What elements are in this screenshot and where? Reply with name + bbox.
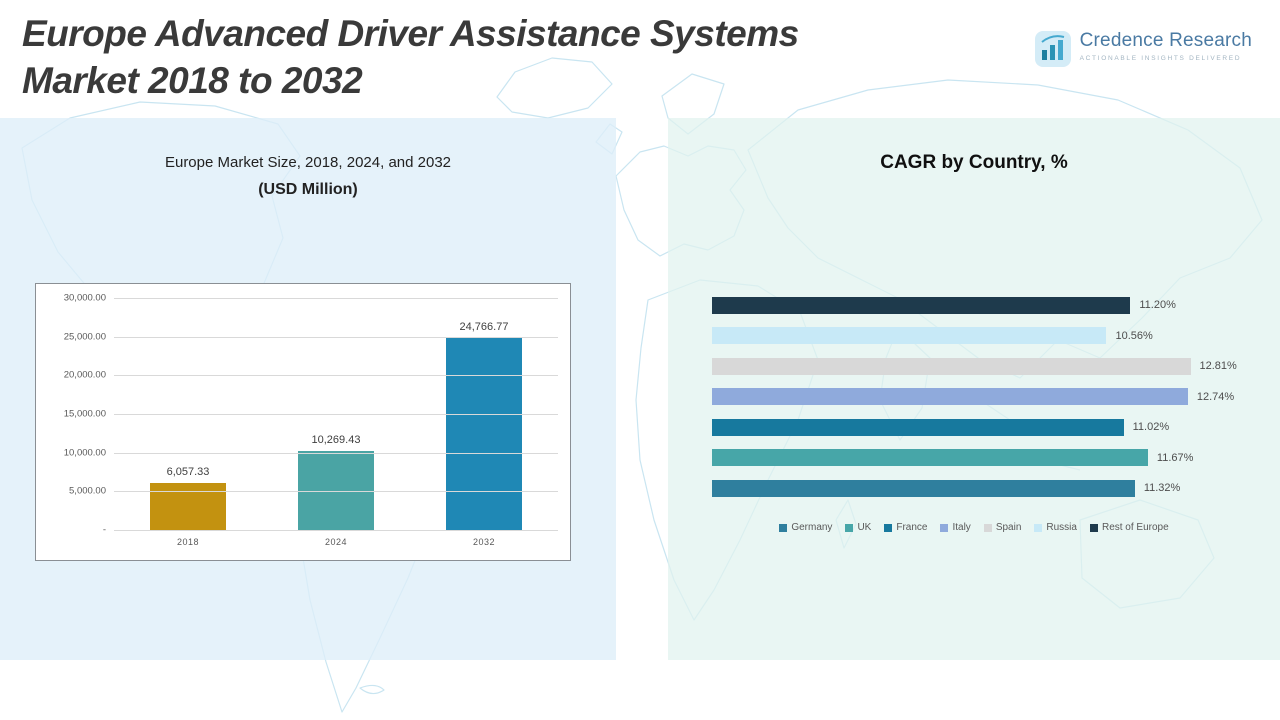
legend-item-france: France: [884, 522, 927, 533]
y-axis-tick: 15,000.00: [63, 408, 106, 420]
cagr-bar-spain: [712, 357, 1191, 375]
legend-swatch: [1034, 523, 1043, 532]
legend-label: Rest of Europe: [1101, 522, 1169, 533]
gridline: [114, 491, 558, 493]
logo-text: Credence Research Actionable Insights De…: [1080, 30, 1252, 62]
legend-item-uk: UK: [845, 522, 871, 533]
y-axis-tick: 5,000.00: [69, 485, 106, 497]
cagr-bar-italy: [712, 388, 1188, 406]
market-size-title-line-1: Europe Market Size, 2018, 2024, and 2032: [164, 154, 452, 171]
legend-item-italy: Italy: [940, 522, 971, 533]
legend-item-russia: Russia: [1034, 522, 1077, 533]
legend-item-rest-of-europe: Rest of Europe: [1089, 522, 1169, 533]
cagr-row-spain: 12.81%: [712, 351, 1262, 382]
cagr-bar-france: [712, 418, 1124, 436]
market-size-yaxis: 30,000.00 25,000.00 20,000.00 15,000.00 10,0…: [42, 293, 106, 536]
logo-name: Credence Research: [1079, 30, 1252, 51]
gridline: [114, 298, 558, 299]
logo-tagline: Actionable Insights Delivered: [1079, 55, 1242, 62]
bar-2032: [445, 338, 522, 530]
legend-label: France: [896, 522, 928, 533]
bar-value-label: 6,057.33: [166, 466, 210, 479]
market-size-chart-title: Europe Market Size, 2018, 2024, and 2032…: [0, 150, 616, 203]
cagr-panel: CAGR by Country, % 11.20% 10.56% 12.81% 12.…: [668, 118, 1280, 660]
cagr-row-france: 11.02%: [712, 412, 1262, 443]
credence-research-logo: Credence Research Actionable Insights De…: [1034, 30, 1252, 68]
page-title: Europe Advanced Driver Assistance System…: [22, 10, 962, 105]
market-size-panel: Europe Market Size, 2018, 2024, and 2032…: [0, 118, 616, 660]
legend-label: Italy: [952, 522, 971, 533]
cagr-row-russia: 10.56%: [712, 321, 1262, 352]
legend-swatch: [1089, 523, 1098, 532]
cagr-value-label: 11.20%: [1139, 299, 1176, 312]
cagr-value-label: 12.81%: [1199, 360, 1237, 373]
cagr-row-italy: 12.74%: [712, 382, 1262, 413]
cagr-bar-uk: [712, 449, 1148, 467]
cagr-row-uk: 11.67%: [712, 443, 1262, 474]
legend-label: Russia: [1046, 522, 1077, 533]
market-size-chart: 30,000.00 25,000.00 20,000.00 15,000.00 10,0…: [35, 283, 571, 561]
cagr-value-label: 11.02%: [1132, 421, 1170, 434]
title-line-1: Europe Advanced Driver Assistance System…: [22, 13, 799, 54]
gridline: [114, 414, 558, 415]
x-axis-label: 2024: [324, 537, 347, 547]
bar-2024: [297, 450, 374, 530]
cagr-row-rest-of-europe: 11.20%: [712, 290, 1262, 321]
y-axis-tick: 10,000.00: [63, 447, 106, 459]
cagr-legend: Germany UK France Italy Spain Russia Rest of E…: [668, 522, 1280, 533]
bar-group-2032: 24,766.77 2032: [411, 298, 558, 547]
cagr-value-label: 11.67%: [1156, 451, 1194, 464]
legend-swatch: [983, 523, 992, 532]
gridline: [114, 530, 558, 531]
legend-swatch: [884, 523, 893, 532]
cagr-row-germany: 11.32%: [712, 473, 1262, 504]
bar-value-label: 24,766.77: [459, 321, 509, 334]
bar-2018: [149, 483, 226, 530]
y-axis-tick: 25,000.00: [63, 331, 106, 343]
bar-group-2024: 10,269.43 2024: [263, 298, 410, 547]
legend-label: Spain: [995, 522, 1022, 533]
legend-item-spain: Spain: [983, 522, 1022, 533]
cagr-chart-title: CAGR by Country, %: [880, 152, 1068, 173]
cagr-value-label: 12.74%: [1196, 390, 1235, 403]
cagr-bar-rest-of-europe: [712, 296, 1131, 314]
gridline: [114, 452, 558, 454]
cagr-bars: 11.20% 10.56% 12.81% 12.74% 11.02% 11.67% 11.3…: [712, 290, 1262, 504]
cagr-bar-russia: [712, 327, 1107, 345]
bar-value-label: 10,269.43: [311, 433, 361, 446]
legend-swatch: [845, 523, 854, 532]
gridline: [114, 375, 558, 377]
x-axis-label: 2032: [472, 537, 495, 547]
y-axis-tick: -: [102, 524, 106, 536]
legend-label: UK: [857, 522, 872, 533]
legend-swatch: [779, 523, 788, 532]
market-size-title-line-2: (USD Million): [258, 180, 358, 198]
title-line-2: Market 2018 to 2032: [22, 60, 363, 102]
legend-item-germany: Germany: [779, 522, 832, 533]
cagr-bar-germany: [712, 479, 1135, 497]
cagr-value-label: 10.56%: [1115, 329, 1153, 342]
legend-swatch: [940, 523, 949, 532]
cagr-value-label: 11.32%: [1143, 482, 1181, 495]
market-size-plot: 6,057.33 2018 10,269.43 2024 24,766.77 2032: [114, 298, 558, 547]
market-size-bars: 6,057.33 2018 10,269.43 2024 24,766.77 2032: [114, 298, 558, 547]
y-axis-tick: 30,000.00: [63, 292, 106, 304]
y-axis-tick: 20,000.00: [63, 369, 106, 381]
bar-group-2018: 6,057.33 2018: [115, 298, 262, 547]
x-axis-label: 2018: [176, 537, 199, 547]
gridline: [114, 336, 558, 338]
legend-label: Germany: [791, 522, 833, 533]
bar-chart-logo-icon: [1034, 31, 1071, 67]
